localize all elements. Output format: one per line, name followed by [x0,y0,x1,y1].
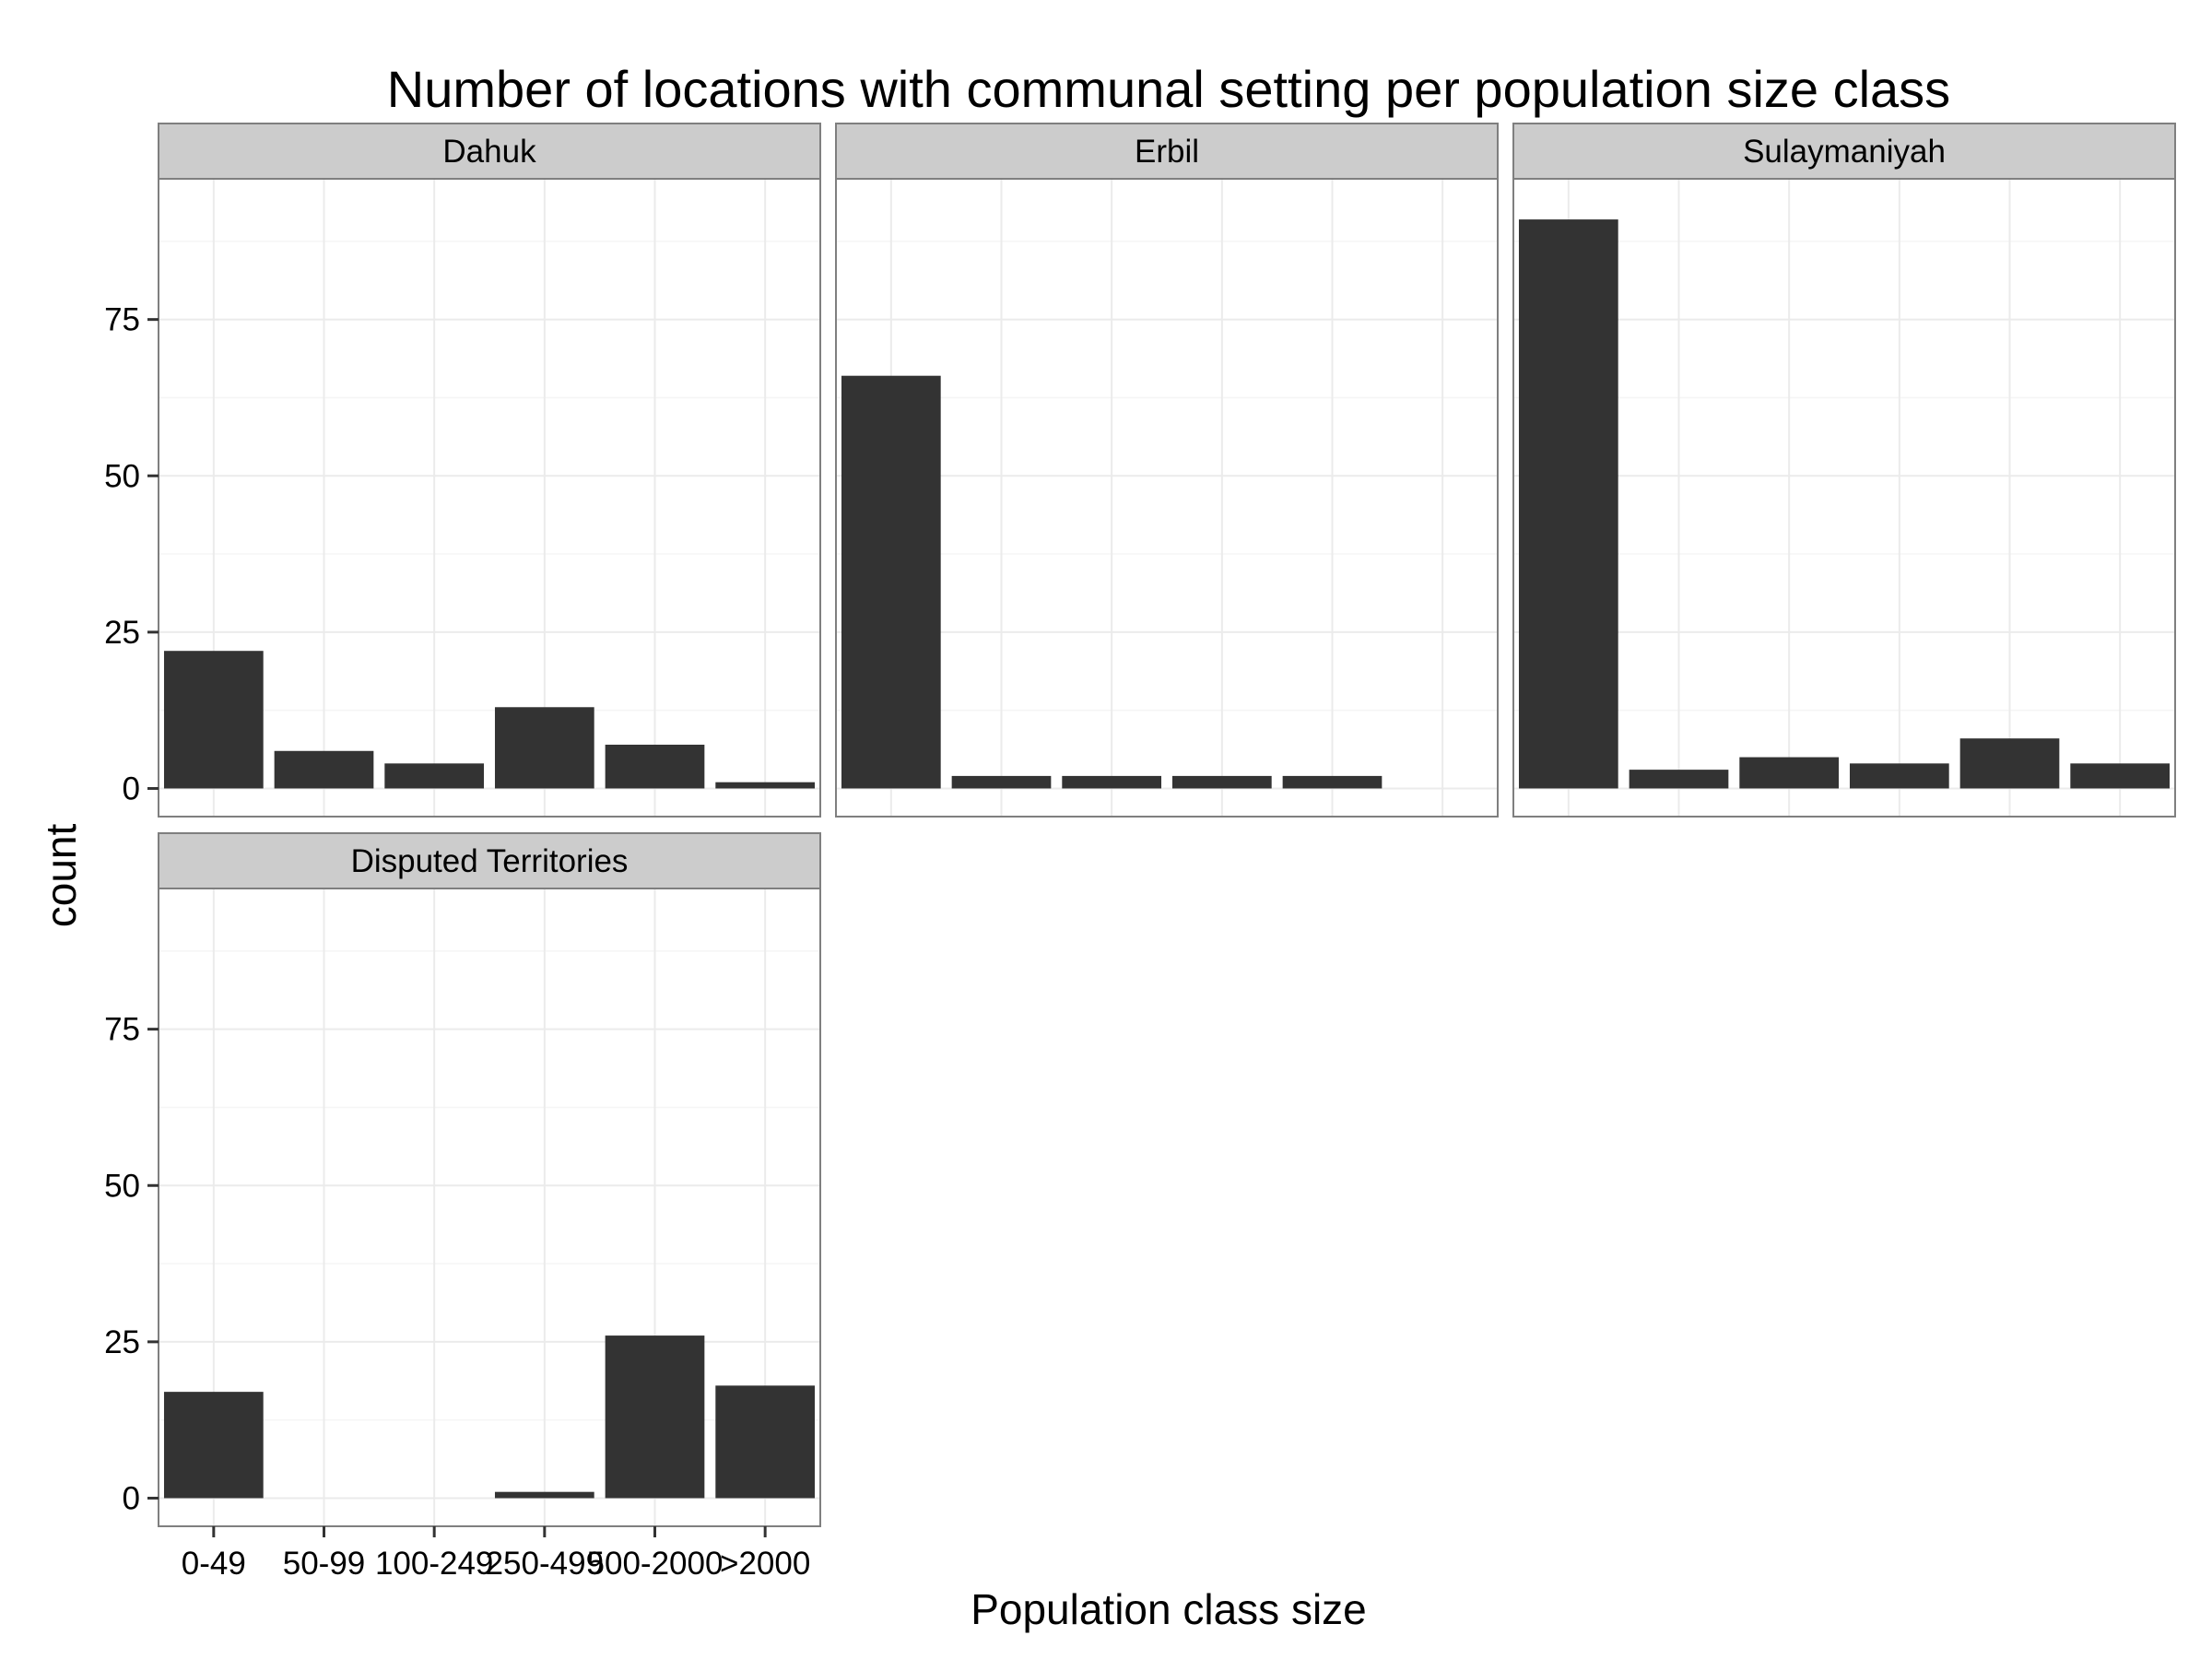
strip-erbil [835,123,1499,180]
bar-disputed-territories-500-2000 [605,1335,705,1499]
panels: Dahuk 0 25 50 75 Erbil Sulaymaniyah Disputed Te… [104,123,2176,1582]
strip-sulaymaniyah [1512,123,2176,180]
bar-dahuk-100-249 [384,763,485,789]
y-tick-label: 50 [104,458,140,494]
x-axis-title: Population class size [971,1585,1367,1633]
bar-sulaymaniyah-100-249 [1739,757,1840,789]
bar-disputed-territories-250-499 [494,1491,594,1499]
bar-dahuk-50-99 [274,750,374,789]
facet-sulaymaniyah: Sulaymaniyah [1512,123,2176,818]
bar-sulaymaniyah-500-2000 [1959,738,2060,789]
strip-disputed-territories [158,832,821,889]
strip-dahuk [158,123,821,180]
bar-erbil-100-249 [1062,775,1162,789]
x-tick-label: 100-249 [375,1546,493,1582]
bar-sulaymaniyah-250-499 [1849,763,1949,789]
strip-label-sulaymaniyah: Sulaymaniyah [1743,134,1946,170]
x-tick-label: 50-99 [283,1546,366,1582]
bar-dahuk-500-2000 [605,744,705,789]
chart-title: Number of locations with communal settin… [387,60,1950,118]
y-tick-label: 75 [104,1012,140,1048]
bar-dahuk->2000 [715,782,816,789]
strip-label-disputed-territories: Disputed Territories [351,843,629,879]
strip-label-dahuk: Dahuk [442,134,536,170]
y-tick-label: 50 [104,1168,140,1204]
x-tick-label: 500-2000 [587,1546,724,1582]
bar-erbil-250-499 [1171,775,1272,789]
bar-disputed-territories-0-49 [163,1392,264,1499]
facet-dahuk: Dahuk 0 25 50 75 [104,123,821,818]
y-tick-label: 25 [104,1324,140,1360]
y-tick-label: 0 [123,1480,140,1516]
bar-disputed-territories->2000 [715,1385,816,1499]
x-tick-label: 0-49 [182,1546,246,1582]
x-tick-label: 250-499 [486,1546,604,1582]
y-tick-label: 25 [104,615,140,651]
facet-erbil: Erbil [835,123,1499,818]
y-tick-label: 0 [123,771,140,806]
bar-sulaymaniyah-50-99 [1629,770,1729,789]
bar-erbil-500-2000 [1282,775,1382,789]
bar-dahuk-250-499 [494,707,594,789]
y-tick-label: 75 [104,302,140,338]
bar-dahuk-0-49 [163,651,264,789]
y-axis-title: count [37,824,85,928]
strip-label-erbil: Erbil [1135,134,1199,170]
bar-sulaymaniyah-0-49 [1518,219,1618,789]
x-tick-label: >2000 [720,1546,810,1582]
bar-erbil-0-49 [841,375,941,789]
bar-erbil-50-99 [951,775,1052,789]
bar-sulaymaniyah->2000 [2070,763,2171,789]
facet-disputed-territories: Disputed Territories 0 25 50 75 0-49 50-99 100-… [104,832,821,1582]
